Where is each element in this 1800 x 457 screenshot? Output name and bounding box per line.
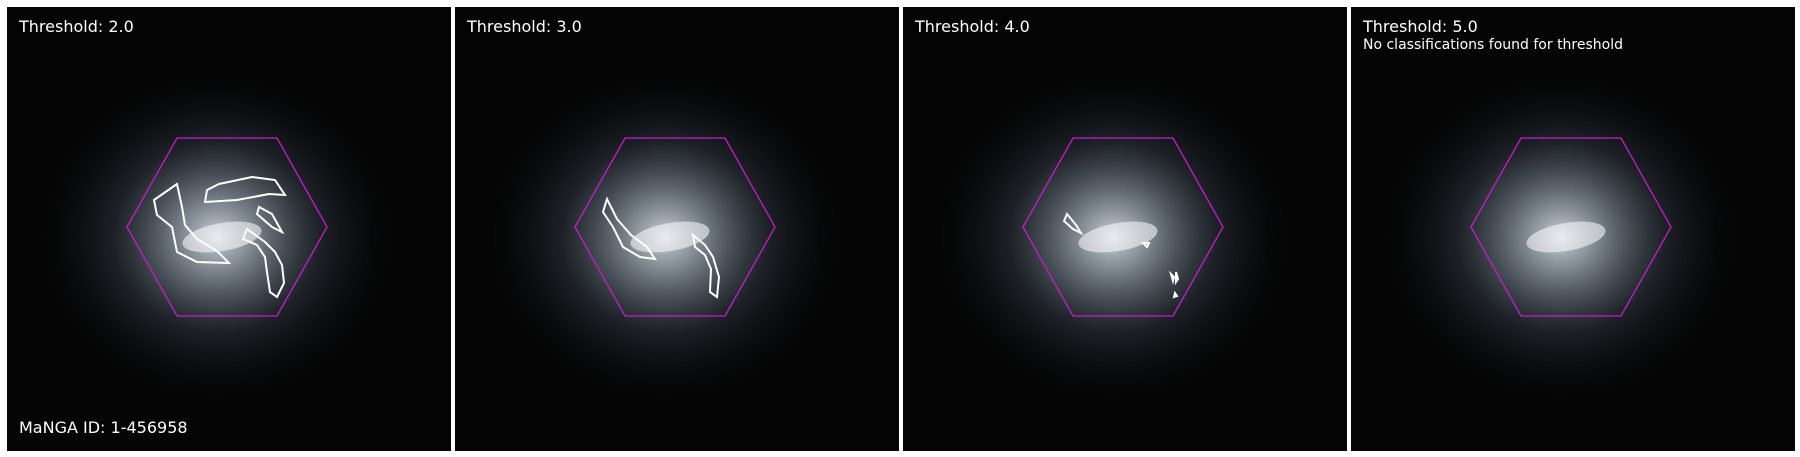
ifu-hexagon (1470, 137, 1672, 317)
manga-id-label: MaNGA ID: 1-456958 (19, 418, 188, 437)
threshold-label: Threshold: 5.0 (1363, 17, 1478, 36)
panel-threshold-4: Threshold: 4.0 (903, 7, 1347, 451)
galaxy-core (1526, 221, 1606, 253)
contour-2 (1140, 242, 1151, 249)
galaxy-image (455, 7, 899, 451)
contour-1 (601, 196, 658, 261)
galaxy-core (630, 221, 710, 253)
contour-2 (203, 175, 287, 204)
contour-1 (1062, 212, 1084, 236)
panel-threshold-2: Threshold: 2.0 MaNGA ID: 1-456958 (7, 7, 451, 451)
galaxy-image (7, 7, 451, 451)
panel-threshold-3: Threshold: 3.0 (455, 7, 899, 451)
contour-2 (691, 232, 721, 299)
classification-contours (601, 196, 721, 299)
galaxy-image (903, 7, 1347, 451)
galaxy-core (182, 221, 262, 253)
contour-5 (1172, 290, 1179, 299)
threshold-label: Threshold: 4.0 (915, 17, 1030, 36)
contour-3 (1168, 270, 1176, 285)
ifu-hexagon (574, 137, 776, 317)
threshold-label: Threshold: 3.0 (467, 17, 582, 36)
no-classifications-message: No classifications found for threshold (1363, 37, 1623, 53)
panel-threshold-5: Threshold: 5.0 No classifications found … (1351, 7, 1795, 451)
threshold-label: Threshold: 2.0 (19, 17, 134, 36)
contour-1 (152, 182, 232, 265)
classification-contours (152, 175, 287, 299)
classification-contours (1062, 212, 1180, 299)
galaxy-core (1078, 221, 1158, 253)
contour-3 (255, 205, 285, 235)
ifu-hexagon (126, 137, 328, 317)
contour-4 (241, 227, 286, 299)
contour-4 (1175, 271, 1180, 286)
ifu-hexagon (1022, 137, 1224, 317)
galaxy-image (1351, 7, 1795, 451)
